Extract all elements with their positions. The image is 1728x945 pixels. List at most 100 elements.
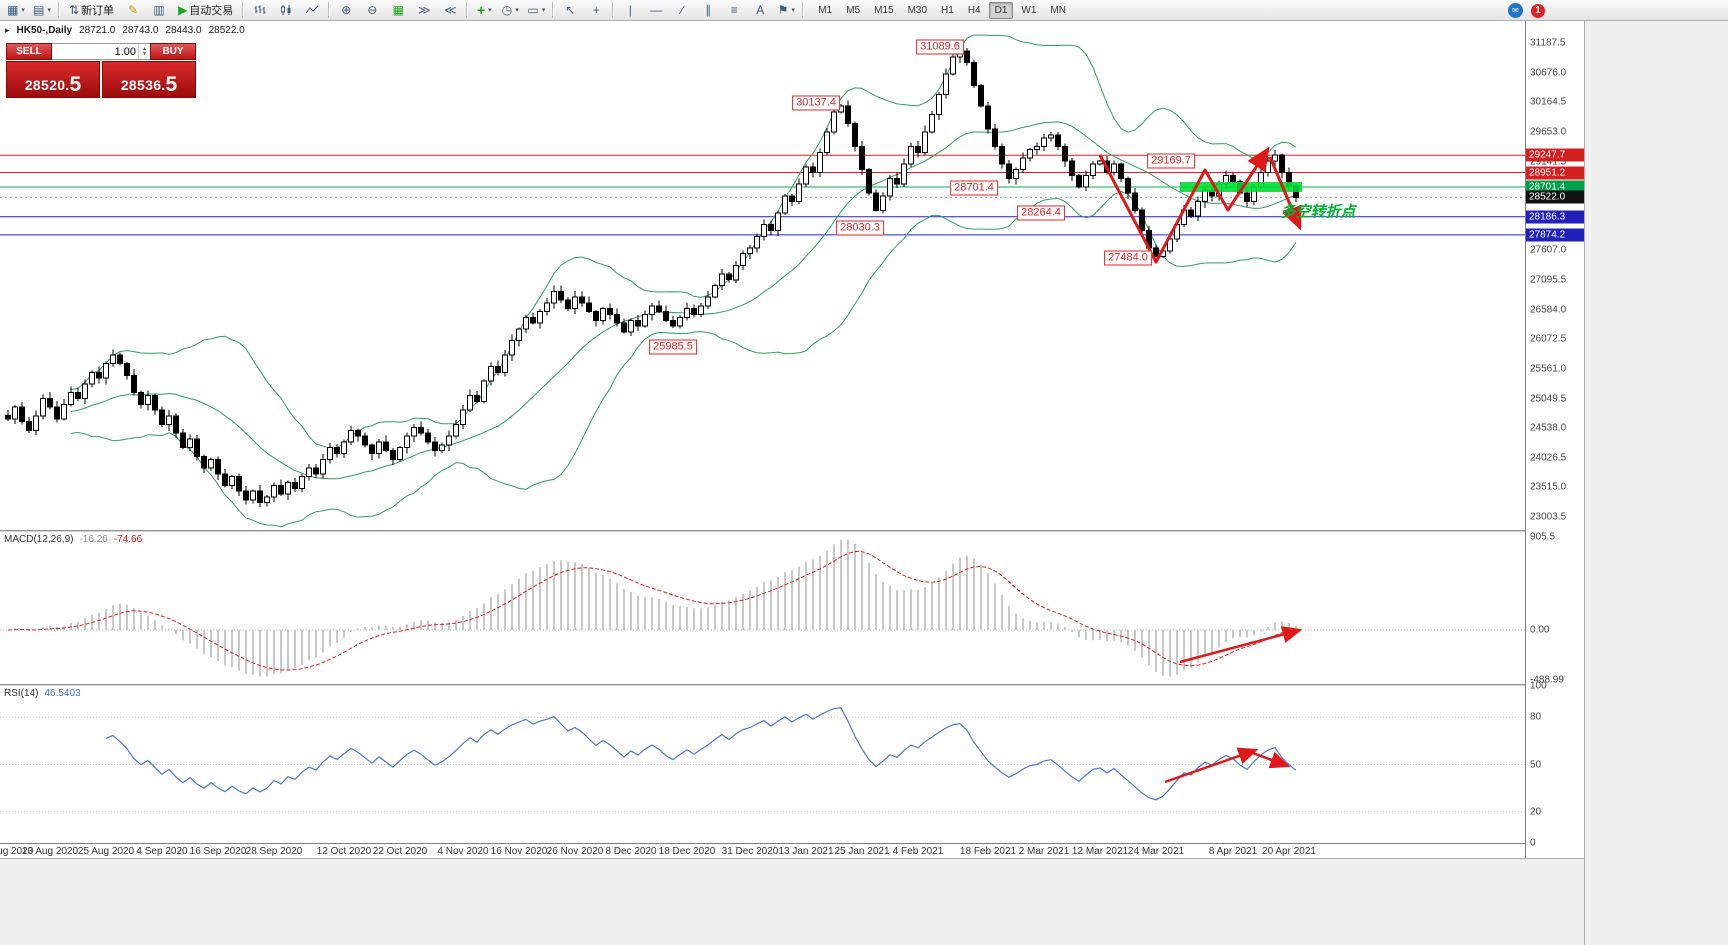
timeframe-w1-button[interactable]: W1: [1021, 4, 1037, 16]
time-axis-label: 25 Aug 2020: [77, 846, 135, 857]
templates-icon: ▭: [527, 3, 539, 17]
chart-screenshot-button[interactable]: ▥: [146, 0, 172, 20]
rsi-axis-label: 80: [1530, 711, 1542, 723]
zoom-in-button[interactable]: ⊕: [333, 0, 359, 20]
bollinger-upper: [70, 34, 1297, 450]
autotrading-label: 自动交易: [189, 5, 234, 17]
time-axis-label: 18 Feb 2021: [959, 846, 1017, 857]
new-order-button[interactable]: ⇅ 新订单: [63, 0, 120, 20]
macd-value-signal: -74.66: [113, 534, 143, 545]
chevron-down-icon: ▾: [541, 7, 546, 14]
timeframe-d1-button[interactable]: D1: [988, 1, 1014, 19]
zoom-out-button[interactable]: ⊖: [359, 0, 385, 20]
toolbar-separator: [242, 2, 245, 18]
arrows-tool-button[interactable]: ⚑ ▾: [773, 0, 799, 20]
buy-price: 28536.: [120, 77, 166, 93]
volume-up-icon[interactable]: ▴: [142, 45, 146, 52]
bar-chart-icon: [254, 5, 266, 14]
profiles-button[interactable]: ▤ ▾: [29, 0, 55, 20]
chevron-down-icon: ▾: [488, 7, 492, 14]
time-axis-label: 2 Mar 2021: [1018, 846, 1070, 857]
tile-windows-button[interactable]: ▦: [385, 0, 411, 20]
price-axis[interactable]: 31187.530676.030164.529653.029141.528630…: [1525, 21, 1584, 858]
notification-badge[interactable]: 1: [1531, 3, 1545, 18]
new-chart-button[interactable]: ▦ ▾: [3, 0, 29, 20]
autotrading-button[interactable]: ▶ 自动交易: [172, 0, 239, 20]
time-axis-label: 26 Nov 2020: [546, 846, 604, 857]
time-axis-label: 28 Sep 2020: [245, 846, 303, 857]
buy-price-big-digit: 5: [165, 73, 178, 96]
community-icon[interactable]: ✉: [1508, 3, 1523, 18]
macd-panel: [0, 539, 1525, 677]
price-axis-label: 24538.0: [1530, 422, 1567, 434]
rsi-axis-label: 100: [1530, 680, 1547, 692]
panel-resize-handle-macd-rsi[interactable]: [0, 684, 1525, 686]
rsi-value: 46.5403: [44, 688, 81, 699]
vertical-line-tool-button[interactable]: |: [617, 0, 643, 20]
timeframe-h4-button[interactable]: H4: [967, 4, 981, 16]
timeframe-mn-button[interactable]: MN: [1050, 4, 1066, 16]
metaeditor-button[interactable]: ✎: [120, 0, 146, 20]
templates-button[interactable]: ▭ ▾: [523, 0, 549, 20]
toolbar-separator: [328, 2, 331, 18]
rsi-axis-label: 50: [1530, 759, 1542, 770]
horizontal-line-tool-button[interactable]: —: [643, 0, 669, 20]
price-axis-label: 30676.0: [1530, 67, 1567, 79]
line-chart-mode-button[interactable]: [299, 0, 325, 20]
chart-plot[interactable]: [0, 21, 1525, 845]
bar-chart-mode-button[interactable]: [247, 0, 273, 20]
timeframe-m5-button[interactable]: M5: [846, 4, 861, 16]
trendline-tool-button[interactable]: ∕: [669, 0, 695, 20]
macd-axis-label: -488.99: [1530, 674, 1564, 686]
time-axis-label: 31 Dec 2020: [721, 846, 779, 857]
chart-screenshot-icon: ▥: [153, 3, 165, 17]
panel-resize-handle-main-macd[interactable]: [0, 530, 1525, 532]
time-axis-label: 12 Oct 2020: [316, 846, 372, 857]
toolbar-right-icons: ✉ 1: [1508, 3, 1545, 18]
text-tool-icon: A: [756, 3, 765, 17]
timeframe-m15-button[interactable]: M15: [874, 4, 894, 16]
one-click-collapse-arrow[interactable]: ▸: [5, 25, 10, 35]
timeframe-m30-button[interactable]: M30: [907, 4, 928, 16]
chevron-down-icon: ▾: [21, 7, 25, 14]
periods-button[interactable]: ◷ ▾: [497, 0, 523, 20]
indicators-button[interactable]: + ▾: [471, 0, 497, 20]
candlestick-mode-button[interactable]: [273, 0, 299, 20]
fibonacci-tool-button[interactable]: ≡: [721, 0, 747, 20]
channel-tool-button[interactable]: ∥: [695, 0, 721, 20]
time-axis-label: 25 Jan 2021: [834, 846, 890, 857]
time-axis-label: 13 Jan 2021: [778, 846, 834, 857]
price-axis-label: 30164.5: [1530, 96, 1567, 108]
price-axis-label: 23003.5: [1530, 511, 1567, 523]
sell-button[interactable]: SELL: [6, 43, 52, 60]
price-axis-label: 27607.0: [1530, 244, 1567, 256]
zigzag-annotation: [1098, 146, 1270, 264]
volume-down-icon[interactable]: ▾: [142, 50, 146, 57]
toolbar-separator: [802, 2, 805, 18]
toolbar-separator: [466, 2, 469, 18]
macd-trend-arrow: [1179, 626, 1303, 664]
auto-scroll-button[interactable]: ≫: [411, 0, 437, 20]
line-chart-icon: [305, 5, 319, 14]
time-axis-label: 13 Aug 2020: [21, 846, 79, 857]
bollinger-lower: [70, 190, 1297, 528]
price-axis-label: 24026.5: [1530, 452, 1567, 464]
volume-input[interactable]: [52, 44, 138, 59]
chart-shift-icon: ≪: [444, 3, 457, 17]
sell-price-button[interactable]: 28520. 5: [6, 61, 100, 98]
timeframe-m1-button[interactable]: M1: [818, 4, 833, 16]
chart-shift-button[interactable]: ≪: [437, 0, 463, 20]
fibonacci-icon: ≡: [730, 3, 738, 17]
cursor-tool-button[interactable]: ↖: [557, 0, 583, 20]
buy-price-button[interactable]: 28536. 5: [102, 61, 196, 98]
text-tool-button[interactable]: A: [747, 0, 773, 20]
crosshair-tool-button[interactable]: +: [583, 0, 609, 20]
buy-button[interactable]: BUY: [150, 43, 196, 60]
toolbar-separator: [552, 2, 555, 18]
bearish-arrow-annotation: [1268, 156, 1302, 231]
macd-axis-label: 905.5: [1530, 531, 1556, 543]
timeframe-h1-button[interactable]: H1: [941, 4, 954, 16]
price-axis-label: 25049.5: [1530, 393, 1567, 404]
macd-histogram: [14, 539, 1297, 677]
